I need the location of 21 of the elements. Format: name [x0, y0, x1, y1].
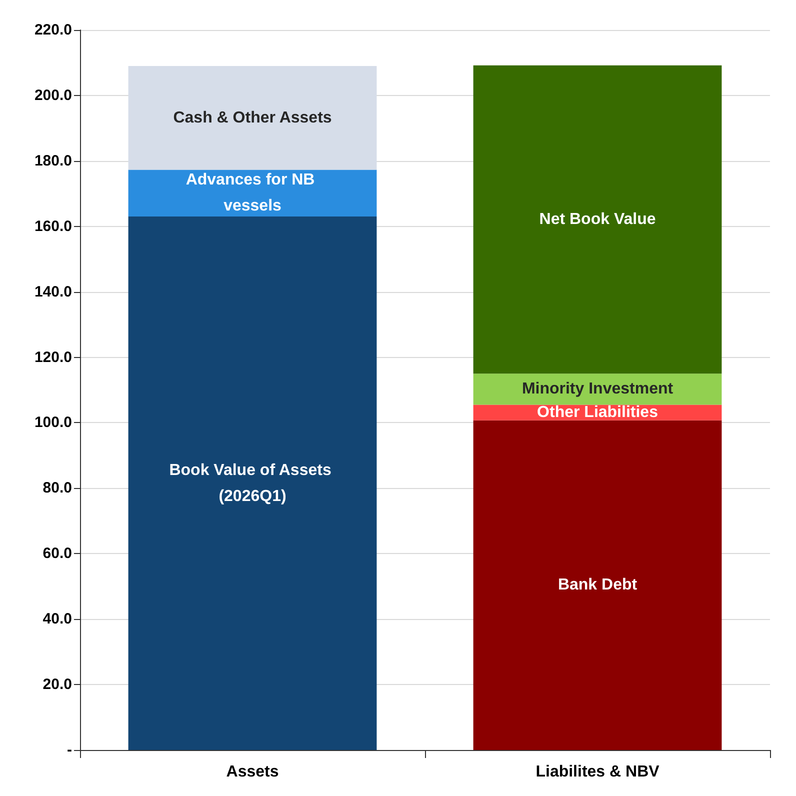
- x-tick-label: Liabilites & NBV: [536, 764, 660, 780]
- y-tick-label: 20.0: [42, 676, 72, 694]
- y-tick-label: -: [67, 742, 72, 758]
- y-tick-label: 80.0: [42, 480, 72, 497]
- y-tick-label: 180.0: [34, 152, 72, 170]
- series-label: Minority Investment: [522, 380, 674, 398]
- x-tick-label: Assets: [226, 764, 279, 780]
- y-tick-label: 200.0: [34, 86, 72, 104]
- series-label: Other Liabilities: [537, 404, 658, 422]
- series-label: Advances for NB vessels: [186, 172, 320, 215]
- y-tick-label: 220.0: [34, 22, 72, 38]
- series-label: Net Book Value: [539, 210, 656, 228]
- series-label: Bank Debt: [558, 576, 638, 594]
- y-tick-label: 100.0: [34, 414, 72, 432]
- y-tick-label: 120.0: [34, 348, 72, 366]
- y-tick-label: 160.0: [34, 218, 72, 235]
- series-label: Book Value of Assets (2026Q1): [169, 462, 336, 505]
- series-label: Cash & Other Assets: [173, 109, 332, 126]
- y-tick-label: 40.0: [42, 610, 72, 628]
- y-tick-label: 60.0: [42, 545, 72, 562]
- y-tick-label: 140.0: [34, 283, 72, 300]
